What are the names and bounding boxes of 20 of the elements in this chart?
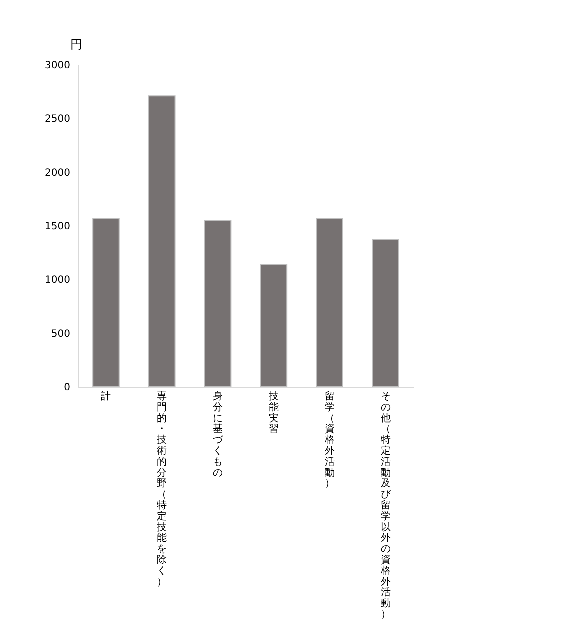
x-tick-label: 技能実習 [268,390,279,436]
category-label: その他（特定活動及び留学以外の資格外活動） [380,392,391,620]
x-tick-label: 身分に基づくもの [213,390,224,479]
y-tick-label: 2000 [45,168,70,179]
bar [92,218,120,388]
y-axis-title: 円 [70,38,82,52]
bar [316,218,344,388]
x-tick-label: 計 [101,390,112,402]
y-tick-label: 1000 [45,275,70,286]
category-label: 専門的・技術的分野（特定技能を除く） [157,392,168,588]
category-label: 留学（資格外活動） [324,392,335,490]
bar [260,264,288,388]
y-tick-label: 3000 [45,60,70,72]
y-tick-label: 1500 [45,222,70,232]
bar [148,96,176,388]
y-tick-label: 500 [51,328,70,340]
y-tick-label: 2500 [45,114,70,126]
y-tick-label: 0 [64,382,70,394]
bar [372,239,400,388]
bar [204,220,232,388]
